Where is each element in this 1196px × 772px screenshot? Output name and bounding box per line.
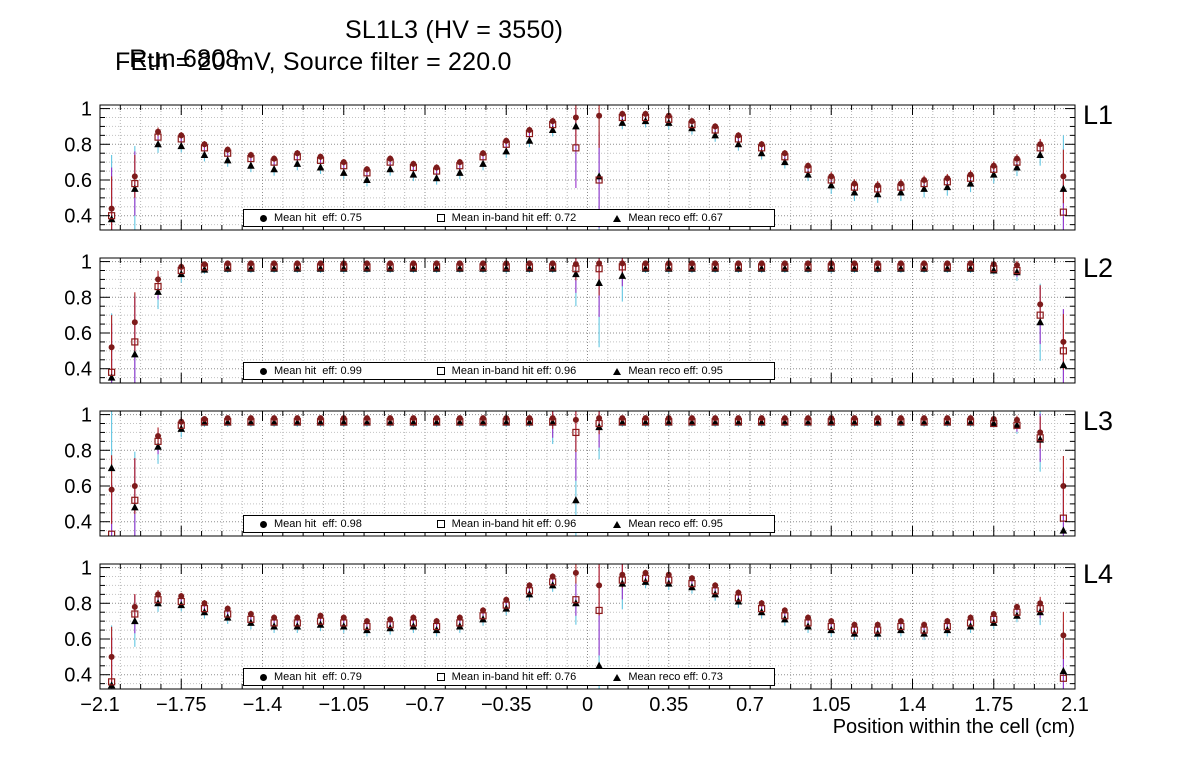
reco-marker-icon bbox=[613, 214, 622, 222]
panel-L1-axes: 0.4 0.6 0.8 1 bbox=[64, 99, 1076, 231]
y-tick-label: 0.4 bbox=[64, 206, 92, 228]
legend-entry-reco: Mean reco eff: 0.73 bbox=[597, 671, 774, 683]
legend-label-inband: Mean in-band hit eff: 0.96 bbox=[451, 365, 577, 377]
panel-L4-data bbox=[107, 564, 1068, 689]
y-tick-label: 0.8 bbox=[64, 287, 92, 309]
x-tick-label: −0.35 bbox=[481, 694, 532, 716]
x-tick-label: −1.05 bbox=[318, 694, 369, 716]
legend-label-inband: Mean in-band hit eff: 0.76 bbox=[451, 671, 577, 683]
x-axis-title: Position within the cell (cm) bbox=[832, 716, 1075, 738]
legend-entry-hit: Mean hit eff: 0.75 bbox=[244, 212, 421, 224]
panel-label-L2: L2 bbox=[1083, 253, 1114, 283]
y-tick-label: 1 bbox=[81, 558, 92, 580]
legend-entry-hit: Mean hit eff: 0.99 bbox=[244, 365, 421, 377]
y-tick-label: 0.6 bbox=[64, 170, 92, 192]
conditions-subtitle: FEth = 20 mV, Source filter = 220.0 bbox=[115, 48, 512, 76]
hit-marker-icon bbox=[260, 367, 267, 375]
legend-entry-hit: Mean hit eff: 0.79 bbox=[244, 671, 421, 683]
x-tick-label: 0 bbox=[582, 694, 593, 716]
legend-entry-inband: Mean in-band hit eff: 0.96 bbox=[421, 365, 598, 377]
x-tick-label: 0.35 bbox=[649, 694, 688, 716]
inband-marker-icon bbox=[436, 673, 445, 681]
reco-marker-icon bbox=[613, 367, 622, 375]
hit-marker-icon bbox=[260, 214, 267, 222]
y-tick-label: 1 bbox=[81, 252, 92, 274]
run-number: Run 6808 bbox=[129, 45, 240, 73]
inband-marker-icon bbox=[436, 367, 445, 375]
panel-label-L3: L3 bbox=[1083, 406, 1114, 436]
y-tick-label: 0.6 bbox=[64, 323, 92, 345]
hit-marker-icon bbox=[260, 520, 267, 528]
reco-marker-icon bbox=[613, 520, 622, 528]
reco-marker-icon bbox=[613, 673, 622, 681]
y-tick-label: 1 bbox=[81, 405, 92, 427]
legend-L3: Mean hit eff: 0.98 Mean in-band hit eff:… bbox=[243, 515, 775, 533]
x-tick-label: −2.1 bbox=[80, 694, 119, 716]
y-tick-label: 0.6 bbox=[64, 629, 92, 651]
legend-entry-inband: Mean in-band hit eff: 0.96 bbox=[421, 518, 598, 530]
legend-label-reco: Mean reco eff: 0.67 bbox=[628, 212, 723, 224]
y-tick-label: 0.4 bbox=[64, 512, 92, 534]
y-tick-label: 0.4 bbox=[64, 665, 92, 687]
x-tick-label: −1.4 bbox=[243, 694, 282, 716]
legend-entry-reco: Mean reco eff: 0.95 bbox=[597, 365, 774, 377]
inband-marker-icon bbox=[436, 520, 445, 528]
legend-label-inband: Mean in-band hit eff: 0.96 bbox=[451, 518, 577, 530]
legend-label-hit: Mean hit eff: 0.98 bbox=[274, 518, 362, 530]
y-tick-label: 0.8 bbox=[64, 134, 92, 156]
chamber-title: SL1L3 (HV = 3550) bbox=[345, 16, 564, 44]
panel-label-L1: L1 bbox=[1083, 100, 1114, 130]
legend-label-hit: Mean hit eff: 0.79 bbox=[274, 671, 362, 683]
y-tick-label: 0.8 bbox=[64, 440, 92, 462]
legend-entry-inband: Mean in-band hit eff: 0.76 bbox=[421, 671, 598, 683]
hit-marker-icon bbox=[260, 673, 267, 681]
inband-marker-icon bbox=[436, 214, 445, 222]
legend-label-hit: Mean hit eff: 0.99 bbox=[274, 365, 362, 377]
legend-entry-reco: Mean reco eff: 0.67 bbox=[597, 212, 774, 224]
x-tick-label: 1.75 bbox=[974, 694, 1013, 716]
y-tick-label: 0.4 bbox=[64, 359, 92, 381]
y-tick-label: 0.6 bbox=[64, 476, 92, 498]
legend-L4: Mean hit eff: 0.79 Mean in-band hit eff:… bbox=[243, 668, 775, 686]
legend-entry-inband: Mean in-band hit eff: 0.72 bbox=[421, 212, 598, 224]
x-tick-label: 0.7 bbox=[736, 694, 764, 716]
legend-L2: Mean hit eff: 0.99 Mean in-band hit eff:… bbox=[243, 362, 775, 380]
panel-L2-axes: 0.4 0.6 0.8 1 bbox=[64, 252, 1076, 384]
legend-label-reco: Mean reco eff: 0.73 bbox=[628, 671, 723, 683]
legend-label-inband: Mean in-band hit eff: 0.72 bbox=[451, 212, 577, 224]
x-tick-label: −0.7 bbox=[405, 694, 444, 716]
x-tick-label: 1.4 bbox=[899, 694, 927, 716]
x-tick-label: −1.75 bbox=[156, 694, 207, 716]
panel-L3-axes: 0.4 0.6 0.8 1 bbox=[64, 405, 1076, 537]
legend-L1: Mean hit eff: 0.75 Mean in-band hit eff:… bbox=[243, 209, 775, 227]
legend-entry-reco: Mean reco eff: 0.95 bbox=[597, 518, 774, 530]
legend-label-reco: Mean reco eff: 0.95 bbox=[628, 518, 723, 530]
panel-label-L4: L4 bbox=[1083, 559, 1114, 589]
y-tick-label: 1 bbox=[81, 99, 92, 121]
legend-label-hit: Mean hit eff: 0.75 bbox=[274, 212, 362, 224]
x-tick-label: 2.1 bbox=[1061, 694, 1089, 716]
legend-entry-hit: Mean hit eff: 0.98 bbox=[244, 518, 421, 530]
y-tick-label: 0.8 bbox=[64, 593, 92, 615]
panel-L1-data bbox=[107, 105, 1068, 230]
panel-L4-axes: 0.4 0.6 0.8 1 −2.1 −1.75 −1.4 −1.05 −0.7 −0.35 0 0.… bbox=[64, 558, 1089, 716]
run-title: Run 6808 bbox=[115, 16, 239, 74]
x-tick-label: 1.05 bbox=[812, 694, 851, 716]
legend-label-reco: Mean reco eff: 0.95 bbox=[628, 365, 723, 377]
